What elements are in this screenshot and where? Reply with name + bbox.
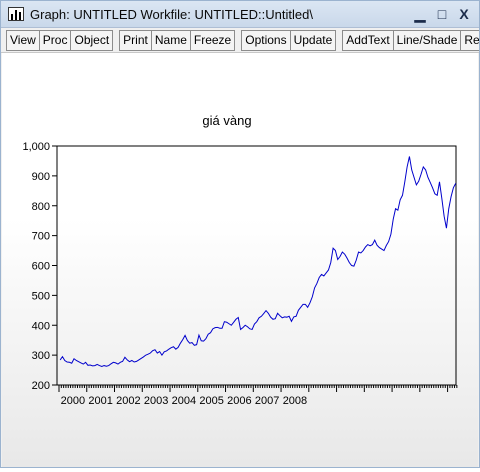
toolbar-group-object: View Proc Object xyxy=(6,29,114,51)
y-tick-label: 400 xyxy=(32,320,50,332)
toolbar-group-options: Options Update xyxy=(241,29,337,51)
y-tick-label: 300 xyxy=(32,350,50,362)
toolbar-group-annotate: AddText Line/Shade Remo xyxy=(342,29,479,51)
x-tick-label: 2005 xyxy=(199,395,223,407)
y-tick-label: 1,000 xyxy=(22,141,50,153)
x-tick-label: 2007 xyxy=(255,395,279,407)
freeze-button[interactable]: Freeze xyxy=(193,32,232,47)
y-tick-label: 900 xyxy=(32,171,50,183)
proc-button[interactable]: Proc xyxy=(40,30,72,50)
toolbar: View Proc Object Print Name Freeze Optio… xyxy=(1,28,479,53)
y-tick-label: 800 xyxy=(32,201,50,213)
plot-frame xyxy=(56,145,457,386)
line-chart: giá vàng 200 300 400 500 600 700 800 900 1,000 2… xyxy=(22,113,458,407)
y-tick-label: 700 xyxy=(32,231,50,243)
update-button[interactable]: Update xyxy=(293,32,333,47)
title-bar: Graph: UNTITLED Workfile: UNTITLED::Unti… xyxy=(1,1,479,28)
x-tick-label: 2002 xyxy=(116,395,140,407)
maximize-button[interactable]: □ xyxy=(437,6,447,22)
y-tick-label: 500 xyxy=(32,290,50,302)
minimize-button[interactable]: ▁ xyxy=(414,5,426,22)
x-tick-label: 2006 xyxy=(227,395,251,407)
x-tick-label: 2004 xyxy=(172,395,196,407)
y-tick-label: 600 xyxy=(32,261,50,273)
print-button[interactable]: Print xyxy=(120,30,152,50)
x-tick-label: 2008 xyxy=(283,395,307,407)
graph-icon xyxy=(8,7,24,21)
graph-canvas[interactable]: giá vàng 200 300 400 500 600 700 800 900 1,000 2… xyxy=(2,53,478,467)
window-title: Graph: UNTITLED Workfile: UNTITLED::Unti… xyxy=(30,6,313,22)
remove-button[interactable]: Remo xyxy=(464,32,479,47)
y-tick-label: 200 xyxy=(32,380,50,392)
options-button[interactable]: Options xyxy=(242,30,291,50)
addtext-button[interactable]: AddText xyxy=(343,30,394,50)
chart-title: giá vàng xyxy=(202,113,251,128)
view-button[interactable]: View xyxy=(7,30,40,50)
name-button[interactable]: Name xyxy=(152,30,191,50)
object-button[interactable]: Object xyxy=(74,32,110,47)
x-tick-label: 2000 xyxy=(61,395,85,407)
line-shade-button[interactable]: Line/Shade xyxy=(394,30,462,50)
close-button[interactable]: X xyxy=(459,6,469,22)
toolbar-group-print: Print Name Freeze xyxy=(119,29,236,51)
x-tick-label: 2003 xyxy=(144,395,168,407)
x-tick-label: 2001 xyxy=(88,395,112,407)
series-line xyxy=(59,156,457,368)
